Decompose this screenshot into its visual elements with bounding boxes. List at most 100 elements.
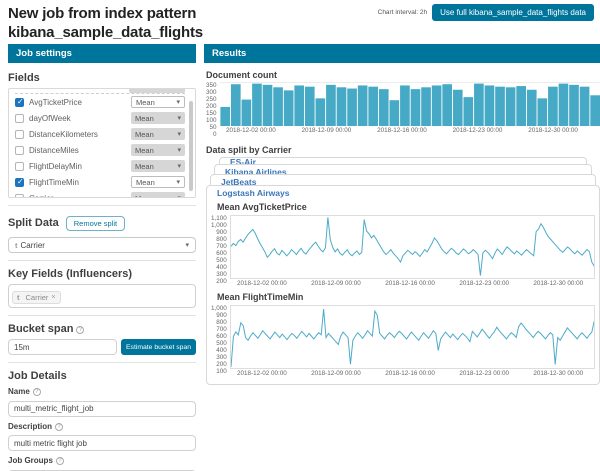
chevron-down-icon: ▾ bbox=[185, 242, 189, 249]
field-label: FlightTimeMin bbox=[29, 178, 131, 187]
field-agg-select[interactable]: Mean▾ bbox=[131, 112, 185, 124]
flight-time-min-chart: 1,000900800700600500400300200100 bbox=[211, 305, 595, 369]
page-header: New job from index pattern kibana_sample… bbox=[8, 0, 600, 44]
job-details-heading: Job Details bbox=[8, 370, 196, 382]
avg-ticket-price-chart: 1,1001,000900800700600500400300200 bbox=[211, 215, 595, 279]
doc-count-bars bbox=[220, 83, 600, 126]
y-tick-label: 0 bbox=[213, 131, 217, 138]
text-field-type-icon: t bbox=[15, 241, 18, 250]
y-tick-label: 200 bbox=[206, 103, 217, 110]
x-tick-label: 2018-12-02 00:00 bbox=[237, 280, 287, 287]
divider bbox=[8, 205, 196, 206]
x-tick-label: 2018-12-23 00:00 bbox=[459, 370, 509, 377]
field-checkbox[interactable] bbox=[15, 98, 24, 107]
y-tick-label: 600 bbox=[216, 250, 227, 257]
field-agg-select[interactable]: Mean▾ bbox=[131, 96, 185, 108]
x-tick-label: 2018-12-02 00:00 bbox=[226, 127, 276, 134]
document-count-title: Document count bbox=[206, 70, 600, 80]
y-tick-label: 700 bbox=[216, 326, 227, 333]
avg-ticket-price-line bbox=[231, 216, 594, 278]
bucket-span-input[interactable] bbox=[8, 339, 117, 355]
field-checkbox[interactable] bbox=[15, 178, 24, 187]
y-tick-label: 800 bbox=[216, 319, 227, 326]
x-tick-label: 2018-12-09 00:00 bbox=[302, 127, 352, 134]
x-tick-label: 2018-12-16 00:00 bbox=[377, 127, 427, 134]
y-tick-label: 1,000 bbox=[211, 305, 227, 312]
chevron-down-icon: ▾ bbox=[177, 147, 181, 154]
fields-scrollbar[interactable] bbox=[189, 101, 193, 191]
chart-y-axis: 1,000900800700600500400300200100 bbox=[211, 305, 230, 369]
y-tick-label: 900 bbox=[216, 312, 227, 319]
chevron-down-icon: ▾ bbox=[176, 179, 180, 186]
job-description-input[interactable] bbox=[8, 435, 196, 451]
y-tick-label: 1,000 bbox=[211, 222, 227, 229]
x-tick-label: 2018-12-23 00:00 bbox=[459, 280, 509, 287]
field-agg-select[interactable]: Mean▾ bbox=[131, 176, 185, 188]
field-row: FlightDelayMinMean▾ bbox=[15, 158, 185, 174]
field-checkbox[interactable] bbox=[15, 114, 24, 123]
remove-split-button[interactable]: Remove split bbox=[66, 216, 125, 231]
divider bbox=[8, 315, 196, 316]
y-tick-label: 50 bbox=[210, 124, 217, 131]
description-label: Description? bbox=[8, 422, 196, 431]
chevron-down-icon: ▾ bbox=[177, 163, 181, 170]
field-row: FlightTimeMinMean▾ bbox=[15, 174, 185, 190]
x-tick-label: 2018-12-02 00:00 bbox=[237, 370, 287, 377]
chevron-down-icon: ▾ bbox=[177, 115, 181, 122]
field-checkbox[interactable] bbox=[15, 130, 24, 139]
y-tick-label: 250 bbox=[206, 96, 217, 103]
carrier-link[interactable]: Logstash Airways bbox=[207, 186, 599, 200]
field-checkbox[interactable] bbox=[15, 162, 24, 171]
key-fields-input[interactable]: t Carrier × bbox=[8, 284, 196, 308]
cut-select-stub bbox=[129, 89, 185, 93]
field-agg-select[interactable]: Mean▾ bbox=[131, 192, 185, 198]
job-settings-header: Job settings bbox=[8, 44, 196, 63]
results-header: Results bbox=[204, 44, 600, 63]
field-label: DistanceKilometers bbox=[29, 130, 131, 139]
results-panel: Results Document count 35030025020015010… bbox=[204, 44, 600, 385]
doc-count-y-axis: 350300250200150100500 bbox=[206, 82, 220, 126]
text-field-type-icon: t bbox=[17, 293, 20, 302]
help-icon: ? bbox=[56, 457, 64, 465]
split-field-value: Carrier bbox=[21, 241, 45, 250]
help-icon: ? bbox=[33, 388, 41, 396]
split-field-select[interactable]: tCarrier ▾ bbox=[8, 237, 196, 253]
doc-count-x-axis: 2018-12-02 00:00 2018-12-09 00:00 2018-12-… bbox=[226, 126, 600, 135]
y-tick-label: 900 bbox=[216, 229, 227, 236]
field-row: DistanceKilometersMean▾ bbox=[15, 126, 185, 142]
x-tick-label: 2018-12-30 00:00 bbox=[533, 370, 583, 377]
influencer-tag[interactable]: t Carrier × bbox=[12, 291, 61, 304]
field-agg-select[interactable]: Mean▾ bbox=[131, 128, 185, 140]
y-tick-label: 500 bbox=[216, 340, 227, 347]
field-row: AvgTicketPriceMean▾ bbox=[15, 94, 185, 110]
job-groups-label: Job Groups? bbox=[8, 456, 196, 465]
chevron-down-icon: ▾ bbox=[177, 195, 181, 199]
chart-x-axis: 2018-12-02 00:002018-12-09 00:002018-12-… bbox=[237, 369, 595, 378]
field-agg-select[interactable]: Mean▾ bbox=[131, 144, 185, 156]
use-full-data-button[interactable]: Use full kibana_sample_data_flights data bbox=[432, 4, 594, 21]
y-tick-label: 300 bbox=[206, 89, 217, 96]
fields-list[interactable]: AvgTicketPriceMean▾dayOfWeekMean▾Distanc… bbox=[8, 88, 196, 198]
x-tick-label: 2018-12-30 00:00 bbox=[533, 280, 583, 287]
bucket-span-heading: Bucket span? bbox=[8, 323, 196, 335]
field-label: FlightDelayMin bbox=[29, 162, 131, 171]
field-row: DistanceMilesMean▾ bbox=[15, 142, 185, 158]
field-checkbox[interactable] bbox=[15, 146, 24, 155]
field-checkbox[interactable] bbox=[15, 194, 24, 199]
estimate-bucket-span-button[interactable]: Estimate bucket span bbox=[121, 339, 196, 355]
divider bbox=[8, 260, 196, 261]
carrier-stack: ES-AirKibana AirlinesJetBeats Logstash A… bbox=[206, 157, 600, 385]
y-tick-label: 200 bbox=[216, 278, 227, 285]
name-label: Name? bbox=[8, 387, 196, 396]
job-settings-panel: Job settings Fields AvgTicketPriceMean▾d… bbox=[8, 44, 196, 471]
remove-tag-icon[interactable]: × bbox=[51, 294, 55, 301]
field-label: AvgTicketPrice bbox=[29, 98, 131, 107]
y-tick-label: 400 bbox=[216, 347, 227, 354]
chart-x-axis: 2018-12-02 00:002018-12-09 00:002018-12-… bbox=[237, 279, 595, 288]
job-name-input[interactable] bbox=[8, 401, 196, 417]
flight-time-min-line bbox=[231, 306, 594, 368]
field-row: dayOfWeekMean▾ bbox=[15, 110, 185, 126]
chart-y-axis: 1,1001,000900800700600500400300200 bbox=[211, 215, 230, 279]
y-tick-label: 200 bbox=[216, 361, 227, 368]
field-agg-select[interactable]: Mean▾ bbox=[131, 160, 185, 172]
